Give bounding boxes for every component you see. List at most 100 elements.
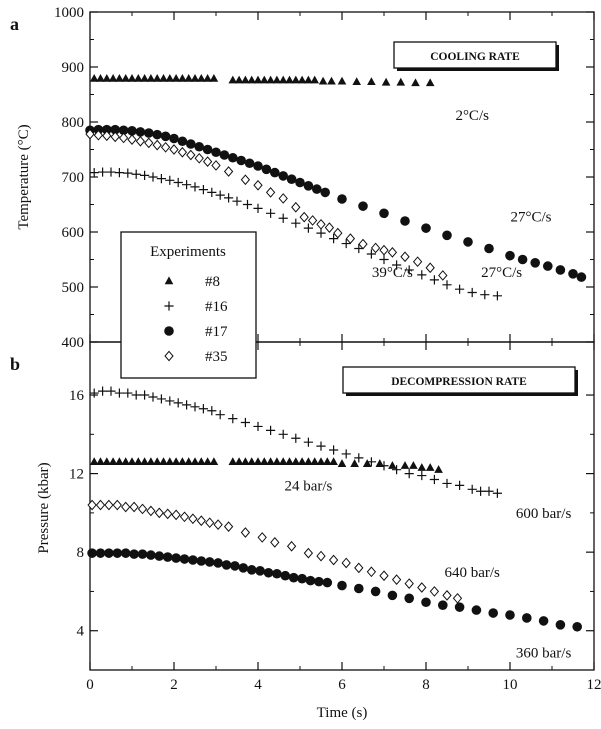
x-tick-label: 12 bbox=[587, 677, 601, 693]
data-point bbox=[161, 132, 171, 142]
data-point bbox=[405, 469, 414, 478]
data-point bbox=[197, 556, 207, 566]
data-point bbox=[342, 449, 351, 458]
data-point bbox=[152, 130, 162, 140]
panel-b-ylabel: Pressure (kbar) bbox=[36, 462, 52, 553]
y-tick-label: 700 bbox=[62, 170, 85, 186]
data-point bbox=[358, 201, 368, 211]
data-point bbox=[266, 426, 275, 435]
data-point bbox=[359, 240, 367, 249]
data-point bbox=[210, 457, 219, 465]
legend-marker-filled-circle bbox=[164, 326, 174, 336]
data-point bbox=[304, 438, 313, 447]
data-point bbox=[247, 565, 257, 575]
data-point bbox=[132, 390, 141, 399]
data-point bbox=[468, 485, 477, 494]
data-point bbox=[155, 508, 163, 517]
data-point bbox=[197, 516, 205, 525]
data-point bbox=[165, 396, 174, 405]
data-point bbox=[228, 153, 238, 163]
data-point bbox=[327, 77, 336, 85]
data-point bbox=[539, 616, 549, 626]
data-point bbox=[371, 587, 381, 597]
data-point bbox=[355, 563, 363, 572]
data-point bbox=[480, 290, 489, 299]
data-point bbox=[417, 270, 426, 279]
y-tick-label: 4 bbox=[77, 624, 85, 640]
data-point bbox=[522, 613, 532, 623]
x-tick-label: 8 bbox=[422, 677, 430, 693]
data-point bbox=[304, 224, 313, 233]
legend-title: Experiments bbox=[150, 244, 226, 260]
data-point bbox=[291, 434, 300, 443]
data-point bbox=[442, 231, 452, 241]
data-point bbox=[187, 150, 195, 159]
data-point bbox=[170, 145, 178, 154]
data-point bbox=[350, 459, 359, 467]
data-point bbox=[388, 461, 397, 469]
data-point bbox=[472, 605, 482, 615]
data-point bbox=[468, 288, 477, 297]
data-point bbox=[518, 255, 528, 265]
data-point bbox=[367, 77, 376, 85]
data-point bbox=[438, 600, 448, 610]
data-point bbox=[439, 271, 447, 280]
data-point bbox=[194, 142, 204, 152]
data-point bbox=[337, 581, 347, 591]
legend: Experiments #8#16#17#35 bbox=[121, 232, 256, 378]
data-point bbox=[190, 182, 199, 191]
data-point bbox=[388, 248, 396, 257]
data-point bbox=[225, 167, 233, 176]
data-point bbox=[98, 387, 107, 396]
data-point bbox=[530, 258, 540, 268]
data-point bbox=[442, 479, 451, 488]
data-point bbox=[505, 251, 515, 261]
data-point bbox=[329, 457, 338, 465]
data-point bbox=[310, 76, 319, 84]
data-point bbox=[88, 500, 96, 509]
data-point bbox=[241, 175, 249, 184]
data-point bbox=[314, 577, 324, 587]
rate-label: 2°C/s bbox=[455, 108, 489, 124]
data-point bbox=[325, 223, 333, 232]
y-tick-label: 16 bbox=[69, 388, 85, 404]
data-point bbox=[309, 216, 317, 225]
data-point bbox=[212, 161, 220, 170]
data-point bbox=[379, 209, 389, 219]
data-point bbox=[216, 191, 225, 200]
data-point bbox=[236, 156, 246, 166]
x-tick-label: 2 bbox=[170, 677, 178, 693]
data-point bbox=[568, 269, 578, 279]
panel-b-data-points bbox=[87, 387, 582, 632]
data-point bbox=[297, 574, 307, 584]
data-point bbox=[147, 506, 155, 515]
data-point bbox=[245, 158, 255, 168]
legend-label: #17 bbox=[205, 324, 228, 340]
data-point bbox=[104, 548, 114, 558]
data-point bbox=[180, 554, 190, 564]
data-point bbox=[288, 542, 296, 551]
data-point bbox=[455, 602, 465, 612]
data-point bbox=[148, 392, 157, 401]
y-tick-label: 8 bbox=[77, 545, 85, 561]
data-point bbox=[388, 591, 398, 601]
data-point bbox=[380, 571, 388, 580]
data-point bbox=[455, 285, 464, 294]
data-point bbox=[434, 465, 443, 473]
data-point bbox=[225, 522, 233, 531]
data-point bbox=[90, 168, 99, 177]
data-point bbox=[454, 594, 462, 603]
data-point bbox=[253, 422, 262, 431]
rate-label: 360 bar/s bbox=[516, 645, 572, 661]
data-point bbox=[210, 74, 219, 82]
data-point bbox=[113, 500, 121, 509]
data-point bbox=[258, 533, 266, 542]
data-point bbox=[304, 181, 314, 191]
data-point bbox=[421, 223, 431, 233]
data-point bbox=[320, 188, 330, 198]
data-point bbox=[264, 568, 274, 578]
data-point bbox=[241, 528, 249, 537]
data-point bbox=[270, 168, 280, 178]
data-point bbox=[572, 622, 582, 632]
data-point bbox=[577, 272, 587, 282]
